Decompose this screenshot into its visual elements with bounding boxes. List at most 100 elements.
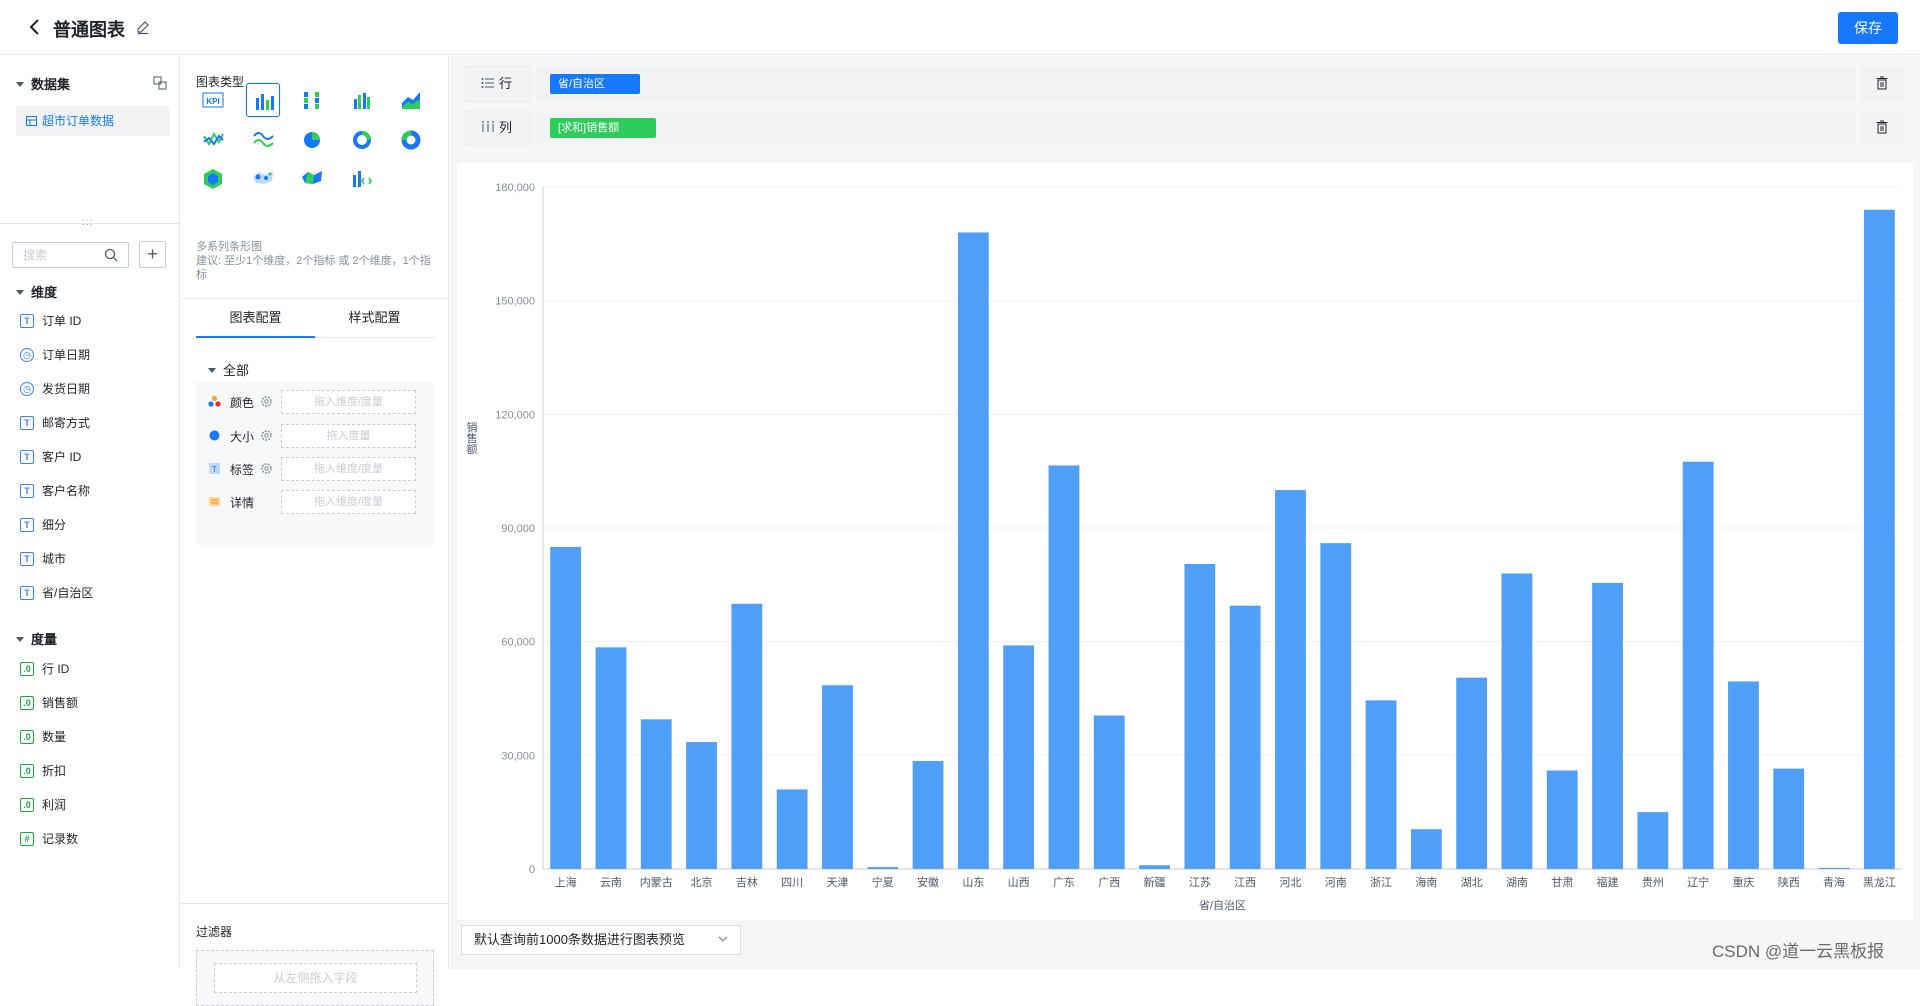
donut-chart-type-option[interactable] [394,122,428,156]
column-field-chip[interactable]: [求和]销售额 [550,118,656,138]
detail-drop-zone[interactable]: 拖入维度/度量 [281,490,416,514]
grouped-bar-icon [353,93,370,109]
caret-down-icon [16,290,24,295]
preview-limit-select[interactable]: 默认查询前1000条数据进行图表预览 [461,925,741,955]
bar [1093,715,1125,869]
gear-icon[interactable] [260,395,273,408]
dataset-item[interactable]: 超市订单数据 [16,106,170,136]
search-input[interactable]: 搜索 [12,242,129,268]
map-scatter-icon [252,171,273,184]
bar [640,719,672,869]
dimension-field[interactable]: T 邮寄方式 [20,413,90,433]
radar-chart-type-option[interactable] [196,161,230,195]
grouped-bar-type-option[interactable] [345,83,379,117]
dimension-header[interactable]: 维度 [16,282,57,301]
dimension-field[interactable]: T 城市 [20,549,66,569]
area-chart-type-option[interactable] [394,83,428,117]
tab-style-config[interactable]: 样式配置 [348,310,401,325]
size-drop-zone[interactable]: 拖入度量 [281,424,416,448]
bar [1229,605,1261,869]
dimension-field[interactable]: T 客户 ID [20,447,81,467]
caret-down-icon [16,637,24,642]
text-field-icon: T [20,416,34,430]
bar [731,603,763,869]
y-tick-label: 30,000 [501,750,535,762]
bar [1275,490,1306,869]
color-drop-zone[interactable]: 拖入维度/度量 [281,390,416,414]
bar [1592,582,1623,869]
x-tick-label: 广西 [1098,876,1120,889]
y-axis-label: 销售额 [465,420,478,455]
divider [0,223,180,224]
stacked-bar-type-option[interactable] [295,83,329,117]
page-title: 普通图表 [53,20,125,40]
bar [1637,812,1669,869]
all-marks-header[interactable]: 全部 [208,360,249,379]
chevron-down-icon [718,936,728,942]
number-field-icon: .0 [20,764,34,778]
dimension-field[interactable]: T 订单 ID [20,311,81,331]
dimension-field[interactable]: T 细分 [20,515,66,535]
row-field-chip[interactable]: 省/自治区 [550,74,640,94]
measure-field[interactable]: # 记录数 [20,829,78,849]
gear-icon[interactable] [260,429,273,442]
measure-field[interactable]: .0 行 ID [20,659,69,679]
column-shelf-drop[interactable]: [求和]销售额 [536,110,1856,146]
bar [1003,645,1035,869]
pie-chart-type-option[interactable] [295,122,329,156]
bar [1048,465,1080,869]
ring-chart-type-option[interactable] [345,122,379,156]
label-drop-zone[interactable]: 拖入维度/度量 [281,457,416,481]
measure-field[interactable]: .0 数量 [20,727,66,747]
dimension-field[interactable]: T 客户名称 [20,481,90,501]
x-tick-label: 广东 [1053,876,1075,889]
line-chart-icon [203,131,224,147]
line-chart-type-option[interactable] [196,122,230,156]
resize-handle[interactable]: ::: [82,217,93,228]
clear-column-button[interactable] [1860,110,1904,146]
radar-chart-icon [204,169,222,189]
detail-icon [209,497,220,506]
dimension-field[interactable]: ◷ 发货日期 [20,379,90,399]
custom-chart-type-option[interactable] [345,161,379,195]
text-field-icon: T [20,314,34,328]
date-field-icon: ◷ [20,348,34,362]
back-icon[interactable] [26,18,44,36]
y-tick-label: 180,000 [495,182,535,194]
add-field-button[interactable]: + [139,241,166,268]
clear-row-button[interactable] [1860,66,1904,102]
divider [181,298,449,299]
edit-icon[interactable] [135,19,151,35]
map-region-icon [302,171,322,184]
tab-chart-config[interactable]: 图表配置 [196,304,315,338]
ring-chart-icon [352,131,371,149]
x-tick-label: 贵州 [1642,876,1664,889]
row-shelf: 行 省/自治区 [464,66,1904,102]
filter-drop-zone[interactable]: 从左侧拖入字段 [214,963,417,993]
filter-drop-area: 从左侧拖入字段 [196,950,434,1006]
wave-chart-type-option[interactable] [246,122,280,156]
x-tick-label: 云南 [600,876,622,889]
save-button[interactable]: 保存 [1838,12,1898,44]
measure-field[interactable]: .0 销售额 [20,693,78,713]
measure-field[interactable]: .0 折扣 [20,761,66,781]
switch-dataset-icon[interactable] [153,76,167,90]
map-scatter-type-option[interactable] [246,161,280,195]
bar [595,647,627,869]
row-shelf-drop[interactable]: 省/自治区 [536,66,1856,102]
map-region-type-option[interactable] [295,161,329,195]
measure-header[interactable]: 度量 [16,629,57,648]
bar [686,742,717,869]
measure-field[interactable]: .0 利润 [20,795,66,815]
dimension-field[interactable]: T 省/自治区 [20,583,93,603]
caret-down-icon [208,368,216,373]
x-tick-label: 北京 [691,875,713,889]
bar-chart-type-option[interactable] [245,83,280,117]
kpi-chart-type-option[interactable]: KPI [196,83,230,117]
text-field-icon: T [20,484,34,498]
gear-icon[interactable] [260,462,273,475]
dataset-header[interactable]: 数据集 [16,74,70,93]
number-field-icon: .0 [20,662,34,676]
dimension-field[interactable]: ◷ 订单日期 [20,345,90,365]
text-field-icon: T [20,552,34,566]
